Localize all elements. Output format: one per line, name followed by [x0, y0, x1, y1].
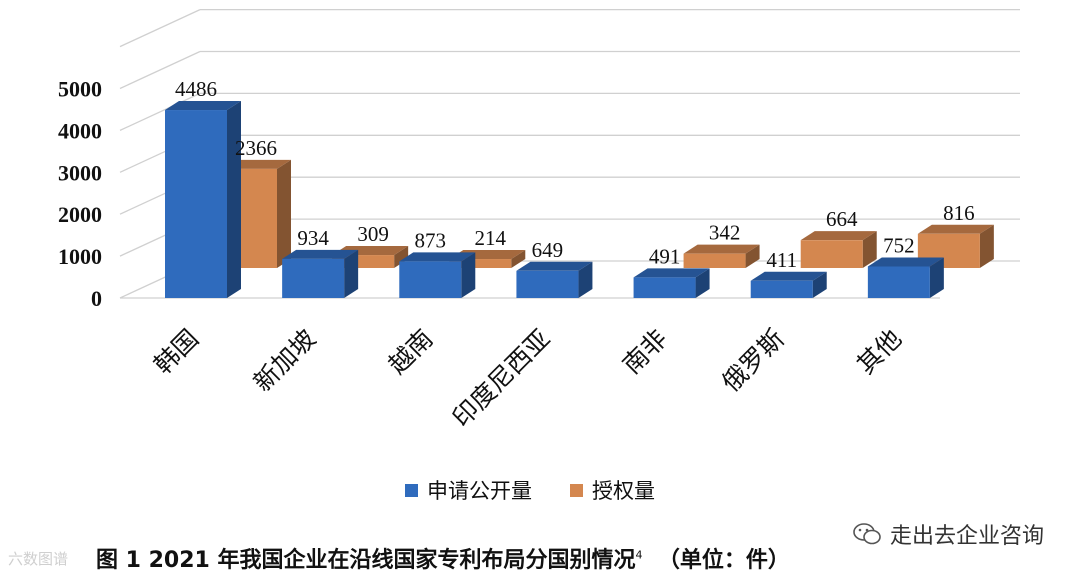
- category-label: 新加坡: [248, 324, 322, 398]
- data-label: 2366: [235, 136, 277, 160]
- bar-grant-side: [745, 244, 760, 268]
- figure-caption: 图 1 2021 年我国企业在沿线国家专利布局分国别情况4 （单位：件）: [96, 548, 790, 573]
- legend-label: 申请公开量: [427, 479, 532, 503]
- bar-grant-top: [800, 231, 877, 241]
- grid-line-depth: [119, 92, 201, 131]
- bar-application-top: [282, 249, 359, 259]
- y-tick-label: 2000: [58, 202, 102, 227]
- bar-application-side: [344, 249, 359, 298]
- bars: [165, 101, 994, 299]
- bar-application: [282, 258, 345, 298]
- category-label: 南非: [617, 324, 673, 380]
- bar-application-top: [165, 101, 241, 111]
- category-label: 其他: [851, 324, 907, 380]
- y-tick-label: 0: [91, 286, 102, 311]
- legend-label: 授权量: [592, 479, 655, 503]
- grid-line-depth: [119, 9, 201, 48]
- bar-application: [750, 280, 813, 298]
- bar-application: [399, 261, 462, 298]
- data-label: 4486: [175, 77, 217, 101]
- grid-line-depth: [119, 50, 201, 90]
- data-label: 934: [297, 226, 329, 250]
- brand-name: 走出去企业咨询: [889, 524, 1044, 549]
- y-tick-label: 3000: [58, 160, 102, 185]
- bar-grant: [683, 253, 746, 268]
- bar-application: [867, 266, 930, 298]
- bar-application-top: [750, 271, 827, 281]
- data-label: 309: [357, 222, 389, 246]
- brand-signature: 走出去企业咨询: [852, 518, 1044, 550]
- legend: 申请公开量 授权量: [405, 479, 655, 503]
- data-label: 816: [943, 201, 975, 225]
- bar-chart: 0 1000 2000 3000 4000 5000 2366 309 214 342 664 81…: [58, 8, 1020, 503]
- bar-grant-side: [862, 231, 877, 268]
- y-tick-label: 4000: [58, 118, 102, 143]
- bar-application-side: [227, 101, 241, 299]
- wechat-icon: [853, 523, 881, 545]
- legend-swatch: [570, 484, 583, 497]
- data-label: 873: [415, 228, 447, 252]
- y-tick-label: 5000: [58, 77, 102, 102]
- watermark: 六数图谱: [8, 550, 69, 568]
- bar-grant: [449, 259, 512, 268]
- data-label: 664: [826, 207, 858, 231]
- data-label: 491: [649, 244, 681, 268]
- bar-application-side: [695, 268, 710, 298]
- data-label: 214: [475, 226, 507, 250]
- bar-application-side: [578, 261, 593, 298]
- bar-application-side: [929, 257, 944, 298]
- data-label: 752: [883, 233, 915, 257]
- data-label: 649: [532, 238, 564, 262]
- bar-application-side: [461, 252, 476, 298]
- bar-application: [516, 270, 579, 298]
- bar-application-top: [399, 252, 476, 262]
- bar-grant-side: [277, 159, 291, 268]
- bar-application-top: [633, 268, 710, 278]
- bar-grant-top: [683, 244, 760, 254]
- category-label: 印度尼西亚: [447, 324, 556, 433]
- category-label: 俄罗斯: [716, 324, 790, 398]
- legend-swatch: [405, 484, 418, 497]
- bar-application-side: [812, 271, 827, 298]
- category-label: 越南: [383, 324, 439, 380]
- bar-application-top: [867, 257, 944, 267]
- category-label: 韩国: [148, 324, 204, 380]
- bar-application-top: [516, 261, 593, 271]
- bar-grant-side: [394, 246, 409, 268]
- bar-grant-side: [511, 250, 526, 268]
- y-axis: 0 1000 2000 3000 4000 5000: [58, 77, 102, 312]
- bar-application: [165, 110, 227, 299]
- data-label: 411: [766, 248, 797, 272]
- bar-grant: [800, 240, 863, 268]
- data-label: 342: [709, 221, 741, 245]
- category-labels: 韩国 新加坡 越南 印度尼西亚 南非 俄罗斯 其他: [148, 324, 907, 433]
- bar-grant-side: [979, 224, 994, 268]
- bar-application: [633, 277, 696, 298]
- data-labels: 2366 309 214 342 664 816 4486 934 873 649 491 411 75…: [175, 77, 975, 272]
- bar-grant-top: [917, 224, 994, 234]
- y-tick-label: 1000: [58, 244, 102, 269]
